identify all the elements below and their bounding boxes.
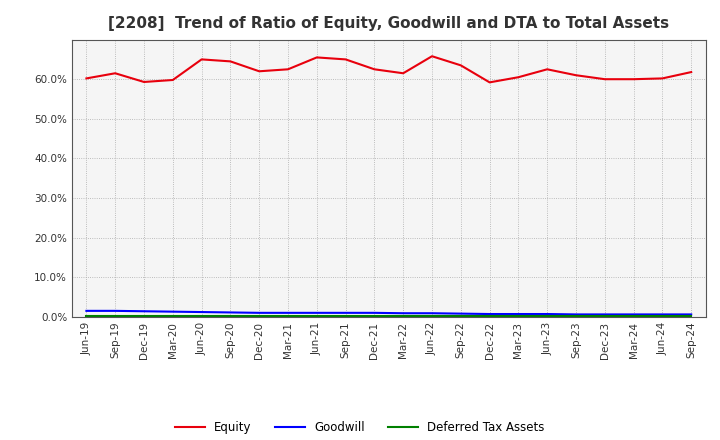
- Deferred Tax Assets: [514, 313, 523, 318]
- Goodwill: [629, 312, 638, 317]
- Goodwill: [514, 312, 523, 317]
- Equity: [543, 66, 552, 72]
- Deferred Tax Assets: [428, 313, 436, 318]
- Deferred Tax Assets: [629, 313, 638, 318]
- Goodwill: [312, 310, 321, 315]
- Deferred Tax Assets: [284, 313, 292, 318]
- Goodwill: [341, 310, 350, 315]
- Equity: [312, 55, 321, 60]
- Equity: [284, 66, 292, 72]
- Equity: [456, 62, 465, 68]
- Equity: [255, 69, 264, 74]
- Deferred Tax Assets: [82, 313, 91, 318]
- Equity: [197, 57, 206, 62]
- Goodwill: [140, 308, 148, 314]
- Legend: Equity, Goodwill, Deferred Tax Assets: Equity, Goodwill, Deferred Tax Assets: [171, 416, 549, 439]
- Deferred Tax Assets: [168, 313, 177, 318]
- Equity: [572, 73, 580, 78]
- Deferred Tax Assets: [485, 313, 494, 318]
- Goodwill: [284, 310, 292, 315]
- Deferred Tax Assets: [111, 313, 120, 318]
- Deferred Tax Assets: [399, 313, 408, 318]
- Goodwill: [168, 309, 177, 314]
- Deferred Tax Assets: [600, 313, 609, 318]
- Deferred Tax Assets: [456, 313, 465, 318]
- Goodwill: [111, 308, 120, 313]
- Equity: [485, 80, 494, 85]
- Goodwill: [600, 312, 609, 317]
- Goodwill: [197, 309, 206, 315]
- Goodwill: [485, 312, 494, 317]
- Goodwill: [226, 310, 235, 315]
- Equity: [111, 70, 120, 76]
- Deferred Tax Assets: [312, 313, 321, 318]
- Goodwill: [399, 311, 408, 316]
- Goodwill: [687, 312, 696, 317]
- Deferred Tax Assets: [255, 313, 264, 318]
- Deferred Tax Assets: [543, 313, 552, 318]
- Goodwill: [658, 312, 667, 317]
- Deferred Tax Assets: [140, 313, 148, 318]
- Equity: [629, 77, 638, 82]
- Deferred Tax Assets: [341, 313, 350, 318]
- Equity: [658, 76, 667, 81]
- Equity: [341, 57, 350, 62]
- Equity: [370, 66, 379, 72]
- Equity: [399, 70, 408, 76]
- Deferred Tax Assets: [687, 313, 696, 318]
- Equity: [226, 59, 235, 64]
- Goodwill: [428, 311, 436, 316]
- Deferred Tax Assets: [370, 313, 379, 318]
- Equity: [168, 77, 177, 83]
- Deferred Tax Assets: [572, 313, 580, 318]
- Goodwill: [370, 310, 379, 315]
- Equity: [687, 70, 696, 75]
- Equity: [600, 77, 609, 82]
- Line: Goodwill: Goodwill: [86, 311, 691, 315]
- Line: Equity: Equity: [86, 56, 691, 82]
- Equity: [428, 54, 436, 59]
- Goodwill: [255, 310, 264, 315]
- Goodwill: [543, 312, 552, 317]
- Deferred Tax Assets: [197, 313, 206, 318]
- Deferred Tax Assets: [226, 313, 235, 318]
- Deferred Tax Assets: [658, 313, 667, 318]
- Goodwill: [82, 308, 91, 313]
- Equity: [140, 79, 148, 84]
- Equity: [82, 76, 91, 81]
- Title: [2208]  Trend of Ratio of Equity, Goodwill and DTA to Total Assets: [2208] Trend of Ratio of Equity, Goodwil…: [108, 16, 670, 32]
- Goodwill: [456, 311, 465, 316]
- Goodwill: [572, 312, 580, 317]
- Equity: [514, 74, 523, 80]
